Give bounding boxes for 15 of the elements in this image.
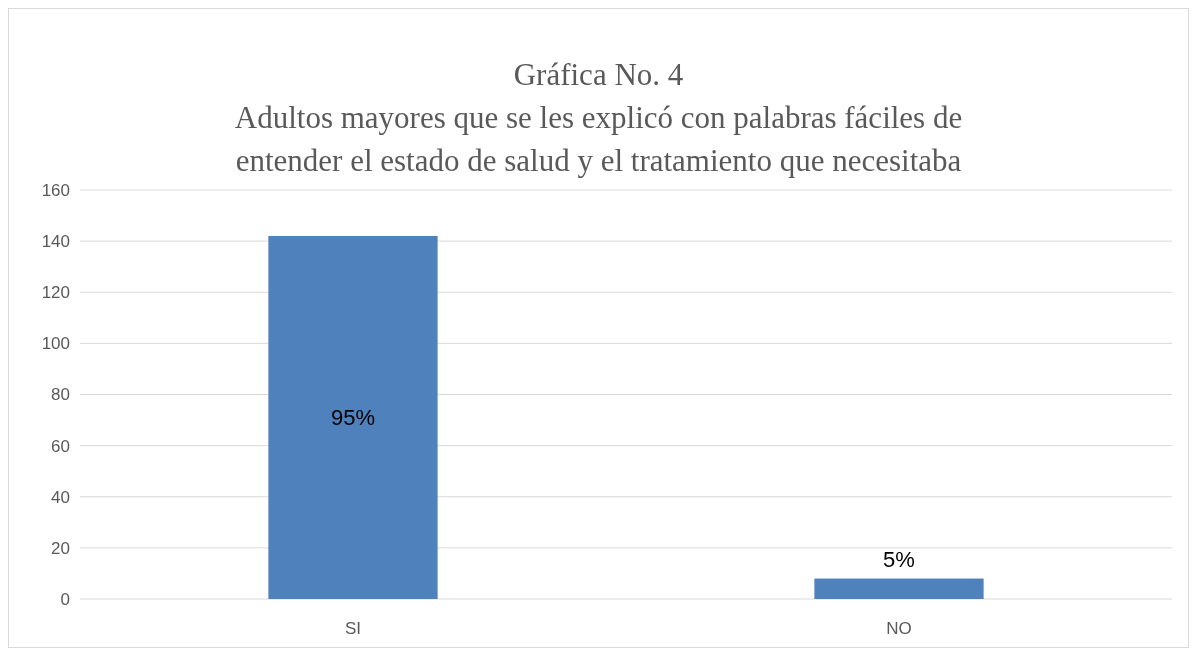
y-tick-label: 60 bbox=[51, 436, 70, 456]
chart-title: Gráfica No. 4 bbox=[513, 57, 684, 92]
chart-subtitle: Adultos mayores que se les explicó con palabras fáciles de entender el estado de salud y el tratamiento que necesitaba bbox=[234, 100, 963, 178]
x-tick-label: NO bbox=[886, 619, 912, 638]
y-tick-label: 140 bbox=[41, 232, 70, 252]
y-tick-label: 80 bbox=[51, 385, 70, 405]
y-tick-label: 40 bbox=[51, 487, 70, 507]
y-tick-label: 100 bbox=[41, 334, 70, 354]
annotation: 5% bbox=[883, 546, 915, 572]
annotation: 95% bbox=[330, 405, 376, 431]
y-tick-label: 0 bbox=[60, 589, 70, 609]
x-tick-label: SI bbox=[344, 619, 362, 638]
y-tick-label: 160 bbox=[41, 180, 70, 200]
y-tick-label: 20 bbox=[51, 538, 70, 558]
y-tick-label: 120 bbox=[41, 283, 70, 303]
